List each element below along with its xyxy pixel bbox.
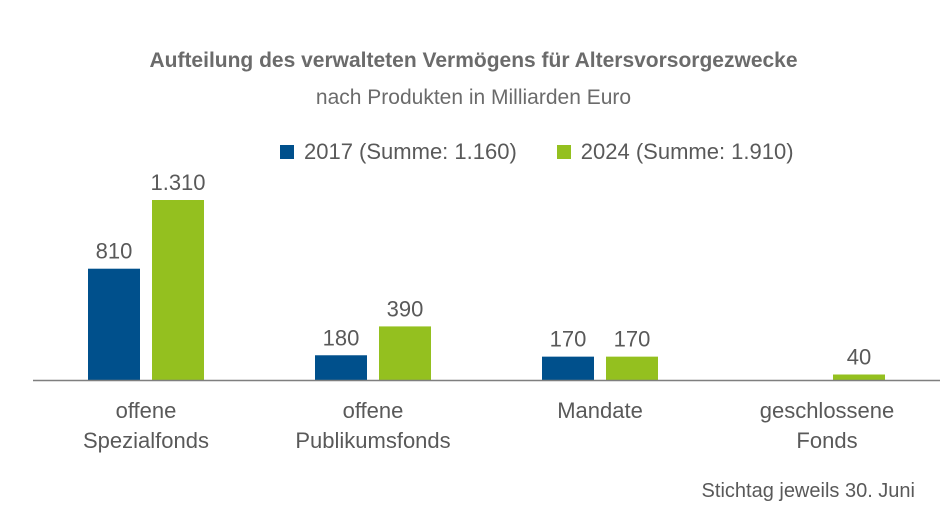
footnote: Stichtag jeweils 30. Juni	[701, 480, 915, 502]
data-label-2024-0: 1.310	[150, 170, 205, 195]
data-label-2017-2: 170	[550, 327, 587, 352]
data-label-2017-0: 810	[96, 239, 133, 264]
legend-item-2017: 2017 (Summe: 1.160)	[280, 139, 517, 165]
bar-2017-2	[542, 356, 594, 380]
bar-2024-3	[833, 374, 885, 380]
bar-2024-1	[379, 326, 431, 380]
chart-subtitle: nach Produkten in Milliarden Euro	[315, 86, 632, 109]
legend-label-2017: 2017 (Summe: 1.160)	[304, 139, 517, 164]
data-label-2024-1: 390	[387, 296, 424, 321]
category-label-2-0: Mandate	[557, 398, 643, 423]
chart-title: Aufteilung des verwalteten Vermögens für…	[149, 49, 798, 72]
data-label-2024-2: 170	[614, 327, 651, 352]
category-label-0-1: Spezialfonds	[83, 428, 209, 453]
category-label-3-1: Fonds	[796, 428, 857, 453]
data-label-2017-1: 180	[323, 325, 360, 350]
legend-swatch-2024	[556, 145, 571, 159]
legend: 2017 (Summe: 1.160) 2024 (Summe: 1.910)	[280, 139, 834, 165]
legend-swatch-2017	[280, 145, 294, 159]
category-label-1-0: offene	[343, 398, 404, 423]
data-label-2024-3: 40	[847, 345, 871, 370]
bar-2024-2	[606, 356, 658, 380]
bar-2017-1	[315, 355, 367, 380]
bar-2017-0	[88, 268, 140, 380]
category-label-0-0: offene	[116, 398, 177, 423]
bar-2024-0	[152, 200, 204, 380]
category-label-1-1: Publikumsfonds	[295, 428, 450, 453]
category-label-3-0: geschlossene	[760, 398, 895, 423]
legend-label-2024: 2024 (Summe: 1.910)	[580, 139, 794, 164]
legend-item-2024: 2024 (Summe: 1.910)	[556, 139, 794, 165]
